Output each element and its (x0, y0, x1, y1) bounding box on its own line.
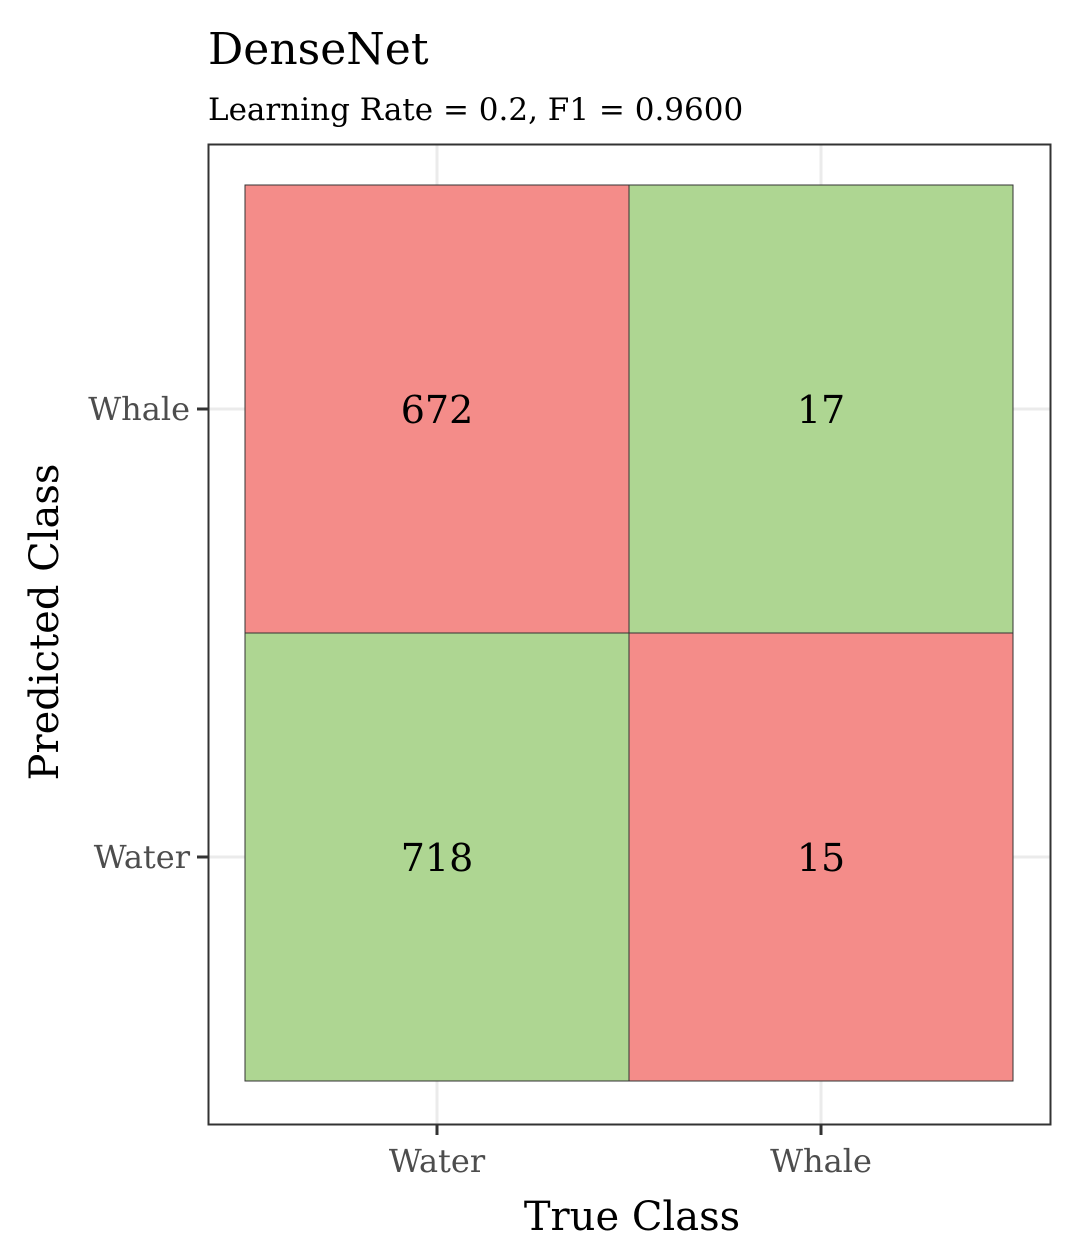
heatmap-cell-whale-water (244, 184, 630, 634)
chart-subtitle: Learning Rate = 0.2, F1 = 0.9600 (208, 92, 743, 128)
x-tick-label-whale: Whale (770, 1142, 872, 1180)
cell-value-label: 718 (401, 836, 474, 880)
heatmap-cell-water-water (244, 632, 630, 1082)
x-axis-title: True Class (524, 1194, 740, 1240)
heatmap-cell-water-whale (628, 632, 1014, 1082)
panel-border (207, 143, 1052, 1126)
y-tick-label-whale: Whale (88, 390, 190, 428)
x-tick-label-water: Water (389, 1142, 486, 1180)
axis-ticks: Water Whale Water Whale (88, 390, 872, 1180)
chart-title: DenseNet (208, 24, 429, 75)
y-axis-title: Predicted Class (22, 464, 68, 781)
cell-value-label: 15 (797, 836, 845, 880)
y-tick-label-water: Water (94, 838, 191, 876)
heatmap-cells: 672 17 718 15 (244, 184, 1014, 1082)
cell-value-label: 672 (401, 388, 474, 432)
cell-value-label: 17 (797, 388, 845, 432)
